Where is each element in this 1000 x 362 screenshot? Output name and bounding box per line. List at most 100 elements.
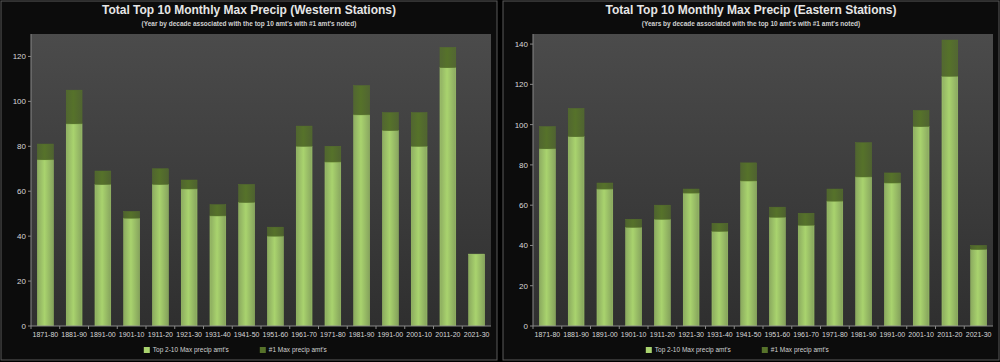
x-tick-label: 1991-00 bbox=[378, 331, 404, 338]
bar bbox=[741, 181, 757, 326]
x-tick bbox=[849, 326, 850, 329]
bar bbox=[884, 173, 900, 183]
bar bbox=[267, 227, 283, 236]
x-tick bbox=[561, 326, 562, 329]
x-tick bbox=[347, 326, 348, 329]
x-tick-label: 1881-90 bbox=[563, 331, 589, 338]
x-tick-label: 1971-80 bbox=[320, 331, 346, 338]
bar bbox=[411, 113, 427, 147]
bar bbox=[325, 162, 341, 326]
bar bbox=[597, 189, 613, 326]
x-tick-label: 1931-40 bbox=[205, 331, 231, 338]
bar bbox=[769, 217, 785, 326]
x-tick-label: 2011-20 bbox=[937, 331, 962, 338]
x-tick bbox=[878, 326, 879, 329]
y-tick-label: 120 bbox=[13, 52, 27, 61]
x-tick bbox=[648, 326, 649, 329]
x-tick-label: 1961-70 bbox=[291, 331, 317, 338]
x-tick bbox=[232, 326, 233, 329]
bar bbox=[210, 216, 226, 326]
y-tick-label: 100 bbox=[515, 121, 529, 130]
bar bbox=[354, 86, 370, 115]
x-tick bbox=[59, 326, 60, 329]
x-tick-label: 2011-20 bbox=[435, 331, 460, 338]
legend-label: #1 Max precip amt's bbox=[269, 346, 328, 354]
x-tick bbox=[146, 326, 147, 329]
x-tick-label: 2001-10 bbox=[908, 331, 934, 338]
x-tick-label: 1871-80 bbox=[535, 331, 561, 338]
bar bbox=[597, 183, 613, 189]
x-tick bbox=[261, 326, 262, 329]
bar bbox=[95, 184, 111, 326]
bars bbox=[539, 40, 986, 326]
bar bbox=[124, 218, 140, 326]
bar bbox=[296, 126, 312, 146]
x-tick-label: 2021-30 bbox=[966, 331, 992, 338]
bar bbox=[411, 146, 427, 326]
y-tick-label: 20 bbox=[519, 282, 528, 291]
plot-area bbox=[533, 34, 993, 326]
bar bbox=[827, 201, 843, 326]
x-tick bbox=[705, 326, 706, 329]
bar bbox=[181, 180, 197, 189]
y-tick-label: 60 bbox=[519, 201, 528, 210]
bar bbox=[568, 137, 584, 326]
x-tick-label: 2001-10 bbox=[406, 331, 432, 338]
subtitle: (Year by decade associated with the top … bbox=[142, 20, 357, 28]
legend-label: #1 Max precip amt's bbox=[771, 346, 830, 354]
bar bbox=[296, 146, 312, 326]
bar bbox=[469, 254, 485, 255]
y-axis bbox=[533, 34, 534, 326]
bar bbox=[913, 127, 929, 326]
bar bbox=[568, 109, 584, 137]
legend-swatch bbox=[260, 347, 266, 353]
bar bbox=[382, 131, 398, 326]
x-tick-label: 2021-30 bbox=[464, 331, 490, 338]
y-tick-label: 80 bbox=[519, 161, 528, 170]
bar bbox=[66, 90, 82, 124]
bar bbox=[654, 219, 670, 326]
y-tick-label: 40 bbox=[17, 232, 26, 241]
bar bbox=[152, 184, 168, 326]
x-tick bbox=[203, 326, 204, 329]
bar bbox=[827, 189, 843, 201]
x-tick-label: 1961-70 bbox=[793, 331, 819, 338]
chart-panel: Total Top 10 Monthly Max Precip (Western… bbox=[1, 1, 497, 360]
bar bbox=[942, 76, 958, 326]
bar bbox=[325, 146, 341, 162]
bar bbox=[181, 189, 197, 326]
x-tick bbox=[462, 326, 463, 329]
x-tick bbox=[935, 326, 936, 329]
x-tick-label: 1941-50 bbox=[736, 331, 762, 338]
y-tick-label: 0 bbox=[22, 322, 27, 331]
plot-area bbox=[31, 34, 491, 326]
x-tick bbox=[117, 326, 118, 329]
x-tick-label: 1951-60 bbox=[765, 331, 791, 338]
bar bbox=[440, 47, 456, 67]
canvas: Total Top 10 Monthly Max Precip (Western… bbox=[0, 0, 1000, 362]
x-tick bbox=[619, 326, 620, 329]
x-tick bbox=[964, 326, 965, 329]
x-tick bbox=[31, 326, 32, 329]
x-tick-label: 1891-00 bbox=[90, 331, 116, 338]
x-tick-label: 1941-50 bbox=[234, 331, 260, 338]
x-tick-label: 1891-00 bbox=[592, 331, 618, 338]
y-tick-label: 80 bbox=[17, 142, 26, 151]
x-tick bbox=[174, 326, 175, 329]
legend-label: Top 2-10 Max precip amt's bbox=[153, 346, 230, 354]
y-tick-label: 60 bbox=[17, 187, 26, 196]
x-tick bbox=[533, 326, 534, 329]
bar bbox=[741, 163, 757, 181]
bar bbox=[66, 124, 82, 326]
bar bbox=[856, 143, 872, 177]
bar bbox=[95, 171, 111, 184]
x-tick-label: 1991-00 bbox=[880, 331, 906, 338]
chart-panel: Total Top 10 Monthly Max Precip (Eastern… bbox=[503, 1, 999, 360]
x-tick-label: 1911-20 bbox=[650, 331, 675, 338]
x-tick bbox=[791, 326, 792, 329]
bar bbox=[683, 189, 699, 193]
y-axis bbox=[31, 34, 32, 326]
bar bbox=[37, 144, 53, 160]
x-tick-label: 1881-90 bbox=[61, 331, 87, 338]
bar bbox=[712, 231, 728, 326]
